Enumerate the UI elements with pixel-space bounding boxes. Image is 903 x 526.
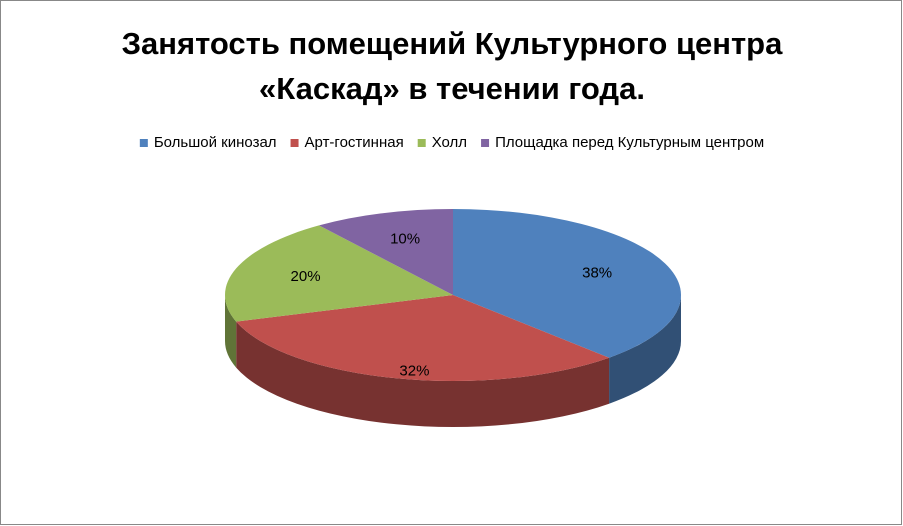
slice	[453, 209, 681, 358]
data-label: 10%	[390, 230, 420, 247]
slice	[318, 209, 453, 295]
data-label: 20%	[291, 268, 321, 285]
slice-side	[225, 295, 237, 368]
data-label: 38%	[582, 264, 612, 281]
slice	[225, 225, 453, 322]
slice-side	[609, 295, 681, 404]
legend-swatch	[290, 139, 299, 147]
legend-swatch	[417, 139, 426, 147]
legend-swatch	[481, 139, 490, 147]
chart-title: «Каскад» в течении года.	[259, 71, 645, 106]
legend-swatch	[139, 139, 148, 147]
legend-label: Арт-гостинная	[305, 134, 404, 151]
legend-label: Большой кинозал	[154, 134, 277, 151]
slice-side	[236, 321, 610, 427]
chart-title: Занятость помещений Культурного центра	[122, 26, 783, 61]
legend-label: Холл	[432, 134, 467, 151]
data-label: 32%	[399, 363, 429, 380]
legend-label: Площадка перед Культурным центром	[495, 134, 764, 151]
slice	[236, 295, 610, 381]
